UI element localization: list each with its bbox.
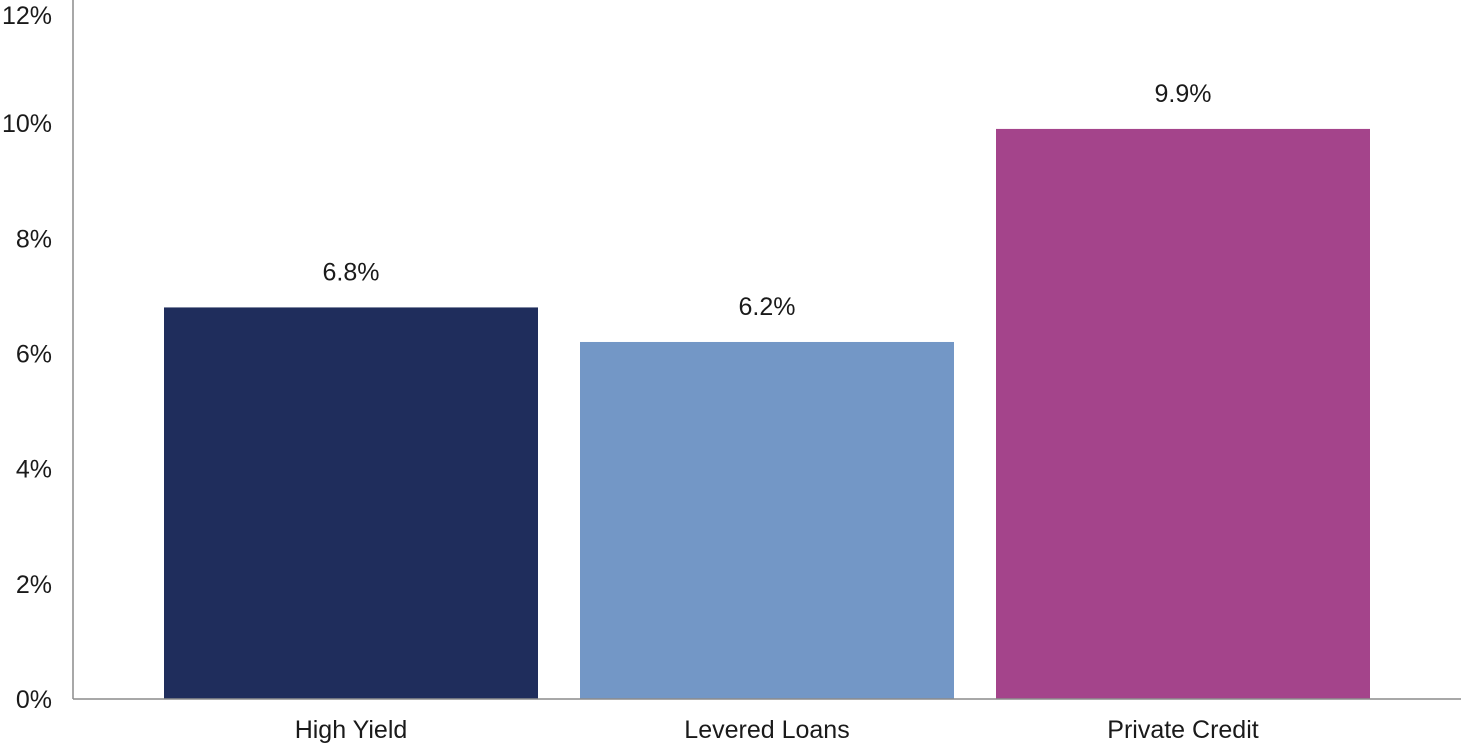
y-axis-ticks: 0% 2% 4% 6% 8% 10% 12% <box>2 2 52 714</box>
category-labels-group: High Yield Levered Loans Private Credit <box>295 716 1259 744</box>
y-tick-label: 4% <box>16 456 52 484</box>
y-tick-label: 0% <box>16 686 52 714</box>
x-category-label: Levered Loans <box>684 716 849 744</box>
bars-group <box>164 128 1370 700</box>
bar-private-credit <box>996 128 1370 700</box>
bar-value-label: 6.2% <box>739 293 796 321</box>
y-tick-label: 2% <box>16 571 52 599</box>
bar-high-yield <box>164 307 538 699</box>
y-tick-label: 8% <box>16 225 52 253</box>
bar-levered-loans <box>580 341 954 699</box>
y-tick-label: 10% <box>2 110 52 138</box>
bar-value-label: 9.9% <box>1155 80 1212 108</box>
data-labels-group: 6.8% 6.2% 9.9% <box>323 80 1212 321</box>
y-tick-label: 6% <box>16 341 52 369</box>
x-category-label: Private Credit <box>1107 716 1258 744</box>
y-tick-label: 12% <box>2 2 52 30</box>
bar-value-label: 6.8% <box>323 258 380 286</box>
x-category-label: High Yield <box>295 716 408 744</box>
